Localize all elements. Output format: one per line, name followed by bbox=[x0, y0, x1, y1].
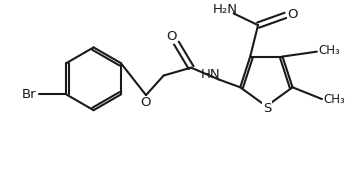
Text: O: O bbox=[166, 30, 177, 43]
Text: Br: Br bbox=[22, 88, 36, 101]
Text: CH₃: CH₃ bbox=[319, 44, 340, 57]
Text: CH₃: CH₃ bbox=[324, 93, 346, 106]
Text: H₂N: H₂N bbox=[213, 3, 238, 16]
Text: HN: HN bbox=[201, 68, 220, 81]
Text: O: O bbox=[287, 8, 298, 21]
Text: O: O bbox=[140, 96, 150, 110]
Text: S: S bbox=[263, 102, 271, 115]
